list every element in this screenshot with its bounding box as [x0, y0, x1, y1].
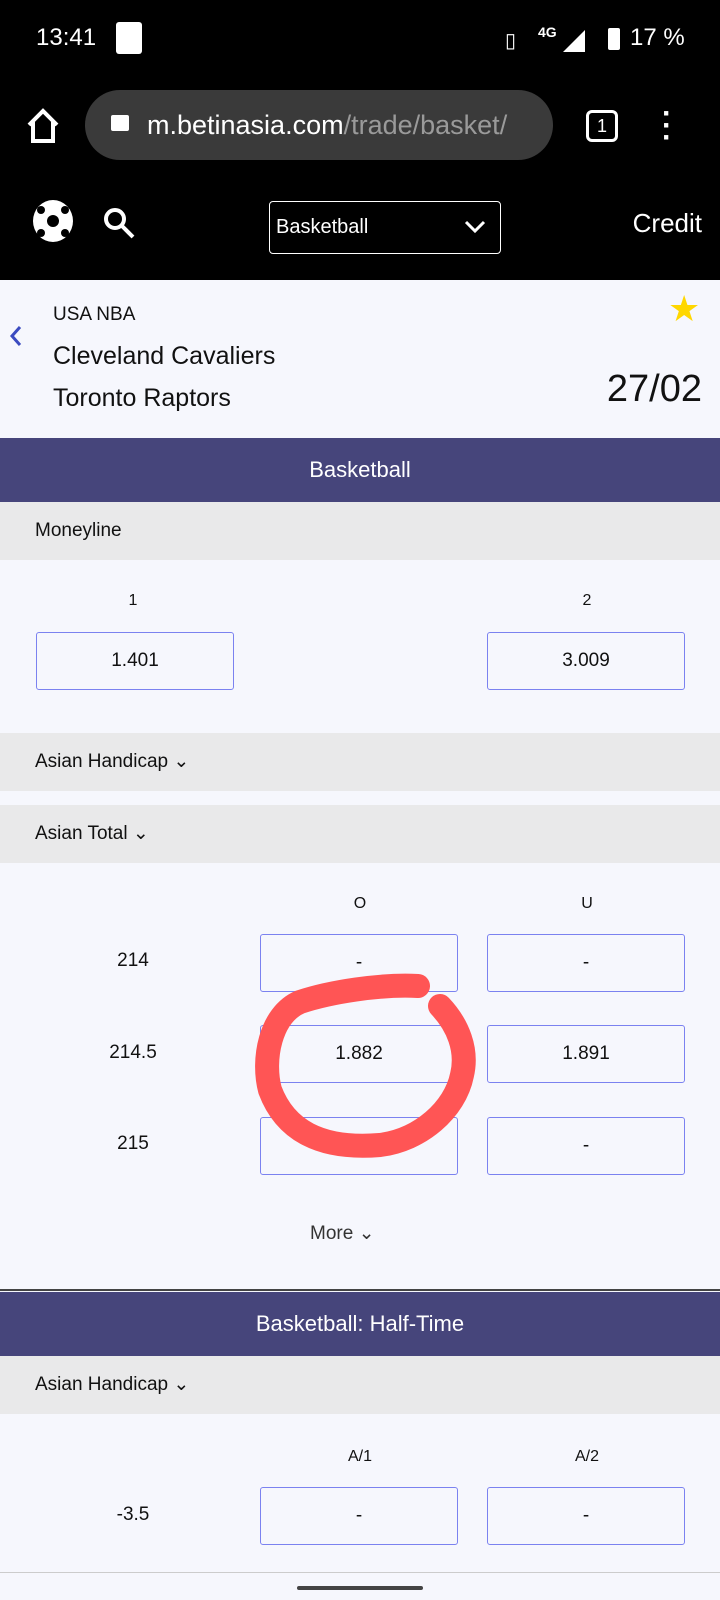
favorite-star-icon[interactable]: ★: [668, 288, 701, 329]
odds-button[interactable]: 3.009: [487, 632, 685, 690]
sport-select[interactable]: Basketball: [269, 201, 501, 254]
odds-button[interactable]: -: [487, 934, 685, 992]
browser-toolbar: m.betinasia.com/trade/basket/ 1 · · ·: [0, 82, 720, 176]
vibrate-icon: ▯: [505, 30, 517, 52]
odds-button[interactable]: -: [260, 1487, 458, 1545]
odds-button[interactable]: 1.891: [487, 1025, 685, 1083]
asian-total-title: Asian Total: [35, 823, 128, 844]
clock: 13:41: [36, 24, 97, 51]
more-button[interactable]: More ⌄: [310, 1222, 375, 1245]
divider: [0, 1572, 720, 1573]
network-label: 4G: [538, 24, 557, 40]
signal-icon: [563, 30, 585, 52]
divider: [0, 1289, 720, 1291]
match-date: 27/02: [606, 368, 702, 410]
battery-level: 17 %: [630, 24, 685, 51]
col-under: U: [581, 895, 593, 912]
odds-button[interactable]: [260, 1117, 458, 1175]
chevron-down-icon: ⌄: [173, 1374, 190, 1395]
chevron-down-icon: ⌄: [358, 1223, 375, 1244]
line-label: 214: [117, 950, 149, 971]
back-chevron-icon[interactable]: [8, 324, 24, 348]
chevron-down-icon: [464, 220, 486, 234]
line-label: 215: [117, 1133, 149, 1154]
moneyline-col-1: 1: [128, 592, 138, 609]
odds-button[interactable]: 1.882: [260, 1025, 458, 1083]
home-icon[interactable]: [26, 108, 60, 144]
moneyline-header: Moneyline: [0, 502, 720, 560]
more-label: More: [310, 1223, 354, 1244]
site-header: Basketball Credit: [0, 176, 720, 280]
url-path: /trade/basket/: [343, 110, 508, 140]
home-team: Cleveland Cavaliers: [53, 342, 276, 370]
sport-select-value: Basketball: [276, 216, 369, 238]
away-team: Toronto Raptors: [53, 384, 231, 412]
league-name: USA NBA: [53, 304, 136, 325]
asian-handicap-toggle[interactable]: Asian Handicap ⌄: [0, 733, 720, 791]
chevron-down-icon: ⌄: [132, 823, 149, 844]
moneyline-col-2: 2: [582, 592, 592, 609]
lock-icon: [111, 115, 129, 131]
battery-icon: [608, 28, 620, 50]
section-title: Basketball: [0, 438, 720, 502]
soccer-ball-icon[interactable]: [31, 198, 75, 244]
odds-button[interactable]: 1.401: [36, 632, 234, 690]
gesture-nav-handle[interactable]: [297, 1586, 423, 1590]
odds-button[interactable]: -: [487, 1487, 685, 1545]
status-bar: 13:41 ▯ 4G 17 %: [0, 0, 720, 82]
half-asian-handicap-toggle[interactable]: Asian Handicap ⌄: [0, 1356, 720, 1414]
menu-icon[interactable]: · · ·: [662, 97, 672, 154]
puzzle-icon: [116, 22, 142, 54]
col-over: O: [353, 895, 367, 912]
search-icon[interactable]: [102, 206, 136, 240]
line-label: 214.5: [109, 1042, 157, 1063]
asian-handicap-title: Asian Handicap: [35, 751, 169, 772]
tabs-button[interactable]: 1: [586, 110, 618, 142]
odds-button[interactable]: -: [260, 934, 458, 992]
url-bar[interactable]: m.betinasia.com/trade/basket/: [85, 90, 553, 160]
url-domain: m.betinasia.com: [147, 110, 344, 140]
credit-link[interactable]: Credit: [632, 208, 702, 238]
chevron-down-icon: ⌄: [173, 751, 190, 772]
half-time-title: Basketball: Half-Time: [0, 1292, 720, 1356]
col-a1: A/1: [347, 1448, 372, 1465]
odds-button[interactable]: -: [487, 1117, 685, 1175]
half-asian-handicap-title: Asian Handicap: [35, 1374, 169, 1395]
match-header: USA NBA Cleveland Cavaliers Toronto Rapt…: [0, 280, 720, 438]
col-a2: A/2: [574, 1448, 599, 1465]
asian-total-toggle[interactable]: Asian Total ⌄: [0, 805, 720, 863]
line-label: -3.5: [116, 1504, 150, 1525]
